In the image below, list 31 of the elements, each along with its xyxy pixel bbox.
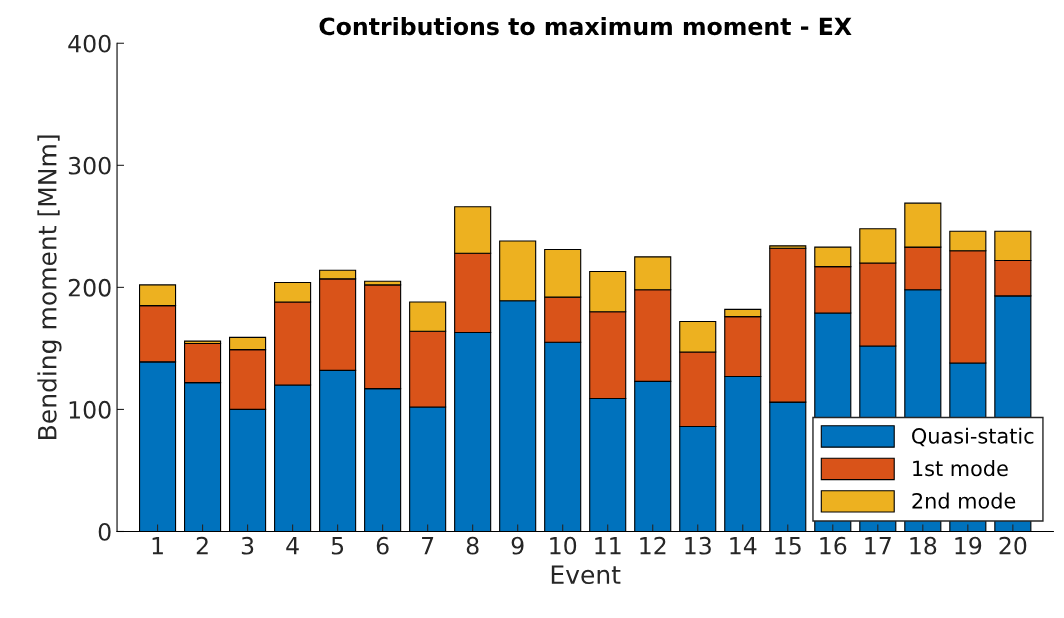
legend-label: 1st mode xyxy=(913,460,1008,477)
x-tick-label: 15 xyxy=(775,537,801,555)
x-tick-label: 1 xyxy=(152,537,163,555)
y-axis-title: Bending moment [MNm] xyxy=(37,135,62,439)
x-tick-label: 4 xyxy=(286,537,299,555)
x-tick-label: 10 xyxy=(550,536,577,555)
x-tick-label: 17 xyxy=(865,537,891,555)
y-tick-label: 300 xyxy=(68,156,111,175)
x-tick-label: 9 xyxy=(511,536,524,555)
x-tick-label: 19 xyxy=(955,536,982,555)
legend-label: Quasi-static xyxy=(912,427,1034,447)
x-axis-title: Event xyxy=(551,565,621,585)
x-tick-label: 5 xyxy=(331,537,344,555)
y-tick-label: 0 xyxy=(98,522,111,541)
legend-label: 2nd mode xyxy=(912,492,1016,509)
x-tick-label: 14 xyxy=(730,537,757,555)
x-tick-label: 20 xyxy=(999,536,1027,555)
x-tick-label: 12 xyxy=(640,536,666,555)
y-tick-label: 200 xyxy=(68,278,111,297)
chart-title: Contributions to maximum moment - EX xyxy=(319,16,852,36)
x-tick-label: 8 xyxy=(466,536,479,555)
y-tick-label: 100 xyxy=(69,400,111,419)
x-tick-label: 3 xyxy=(241,536,254,555)
x-tick-label: 11 xyxy=(595,537,621,555)
x-tick-label: 7 xyxy=(422,537,434,555)
y-tick-label: 400 xyxy=(68,34,111,53)
x-tick-label: 6 xyxy=(376,536,389,555)
x-tick-label: 18 xyxy=(910,536,937,555)
x-tick-label: 16 xyxy=(820,536,847,555)
x-tick-label: 13 xyxy=(685,536,711,555)
x-tick-label: 2 xyxy=(196,536,208,555)
